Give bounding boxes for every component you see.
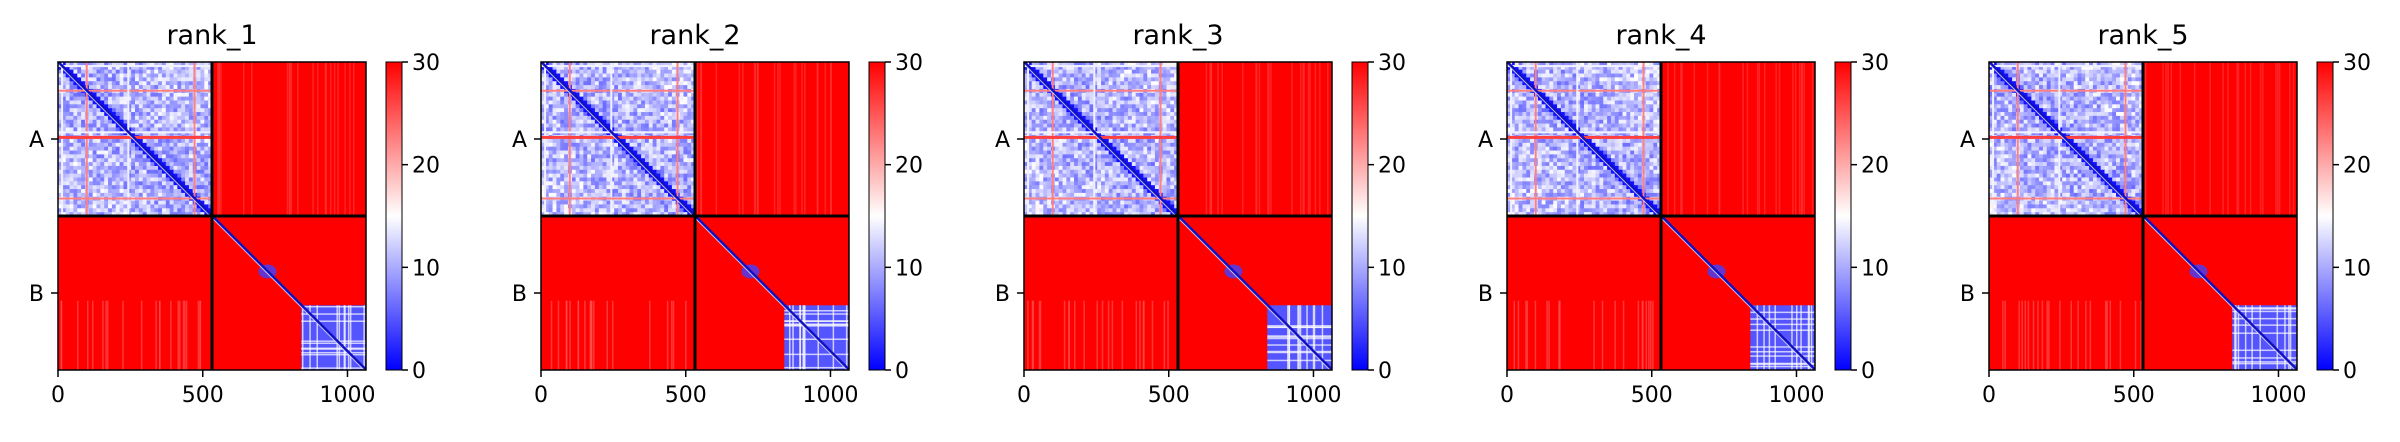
x-tick-label: 0 bbox=[1017, 383, 1031, 408]
y-tick-label: B bbox=[512, 282, 527, 307]
x-tick-label: 500 bbox=[182, 383, 224, 408]
x-tick-label: 1000 bbox=[2250, 383, 2306, 408]
subplot-rank_4: rank_4 0 500 1000 A B 0 10 20 30 bbox=[1478, 20, 1889, 408]
y-tick-label: B bbox=[995, 282, 1010, 307]
colorbar-tick-label: 10 bbox=[412, 256, 440, 281]
colorbar-tick-label: 20 bbox=[895, 154, 923, 179]
x-tick-label: 500 bbox=[2113, 383, 2155, 408]
colorbar-tick-label: 0 bbox=[1861, 359, 1875, 384]
subplot-rank_3: rank_3 0 500 1000 A B 0 10 20 30 bbox=[995, 20, 1406, 408]
x-tick-label: 0 bbox=[534, 383, 548, 408]
y-tick-label: A bbox=[29, 128, 44, 153]
colorbar-tick-label: 30 bbox=[2343, 51, 2371, 76]
y-tick-label: A bbox=[512, 128, 527, 153]
subplot-rank_5: rank_5 0 500 1000 A B 0 10 20 30 bbox=[1960, 20, 2371, 408]
x-tick-label: 500 bbox=[665, 383, 707, 408]
y-tick-label: B bbox=[1478, 282, 1493, 307]
colorbar-tick-label: 20 bbox=[2343, 154, 2371, 179]
colorbar-tick-label: 30 bbox=[412, 51, 440, 76]
x-tick-label: 500 bbox=[1631, 383, 1673, 408]
y-tick-label: A bbox=[1478, 128, 1493, 153]
colorbar-tick-label: 30 bbox=[1861, 51, 1889, 76]
colorbar-tick-label: 10 bbox=[1378, 256, 1406, 281]
colorbar-tick-label: 30 bbox=[1378, 51, 1406, 76]
subplot-title: rank_1 bbox=[166, 20, 257, 51]
subplot-title: rank_3 bbox=[1132, 20, 1223, 51]
subplot-title: rank_2 bbox=[649, 20, 740, 51]
colorbar-tick-label: 0 bbox=[412, 359, 426, 384]
colorbar-tick-label: 10 bbox=[2343, 256, 2371, 281]
y-tick-label: B bbox=[1960, 282, 1975, 307]
colorbar-tick-label: 10 bbox=[1861, 256, 1889, 281]
x-tick-label: 1000 bbox=[319, 383, 375, 408]
colorbar-tick-label: 30 bbox=[895, 51, 923, 76]
x-tick-label: 0 bbox=[1500, 383, 1514, 408]
colorbar bbox=[1352, 62, 1368, 370]
y-tick-label: A bbox=[995, 128, 1010, 153]
y-tick-label: A bbox=[1960, 128, 1975, 153]
colorbar-tick-label: 20 bbox=[1378, 154, 1406, 179]
x-tick-label: 1000 bbox=[802, 383, 858, 408]
subplot-title: rank_5 bbox=[2097, 20, 2188, 51]
colorbar-tick-label: 0 bbox=[2343, 359, 2357, 384]
x-tick-label: 0 bbox=[1982, 383, 1996, 408]
y-tick-label: B bbox=[29, 282, 44, 307]
x-tick-label: 1000 bbox=[1768, 383, 1824, 408]
colorbar-tick-label: 10 bbox=[895, 256, 923, 281]
x-tick-label: 500 bbox=[1148, 383, 1190, 408]
colorbar-tick-label: 0 bbox=[1378, 359, 1392, 384]
subplot-title: rank_4 bbox=[1615, 20, 1706, 51]
colorbar-tick-label: 20 bbox=[1861, 154, 1889, 179]
colorbar bbox=[1835, 62, 1851, 370]
x-tick-label: 0 bbox=[51, 383, 65, 408]
subplot-rank_2: rank_2 0 500 1000 A B 0 10 20 30 bbox=[512, 20, 923, 408]
subplot-rank_1: rank_1 0 500 1000 A B 0 10 20 30 bbox=[29, 20, 440, 408]
colorbar bbox=[386, 62, 402, 370]
colorbar-tick-label: 20 bbox=[412, 154, 440, 179]
colorbar bbox=[869, 62, 885, 370]
colorbar-tick-label: 0 bbox=[895, 359, 909, 384]
colorbar bbox=[2317, 62, 2333, 370]
x-tick-label: 1000 bbox=[1285, 383, 1341, 408]
